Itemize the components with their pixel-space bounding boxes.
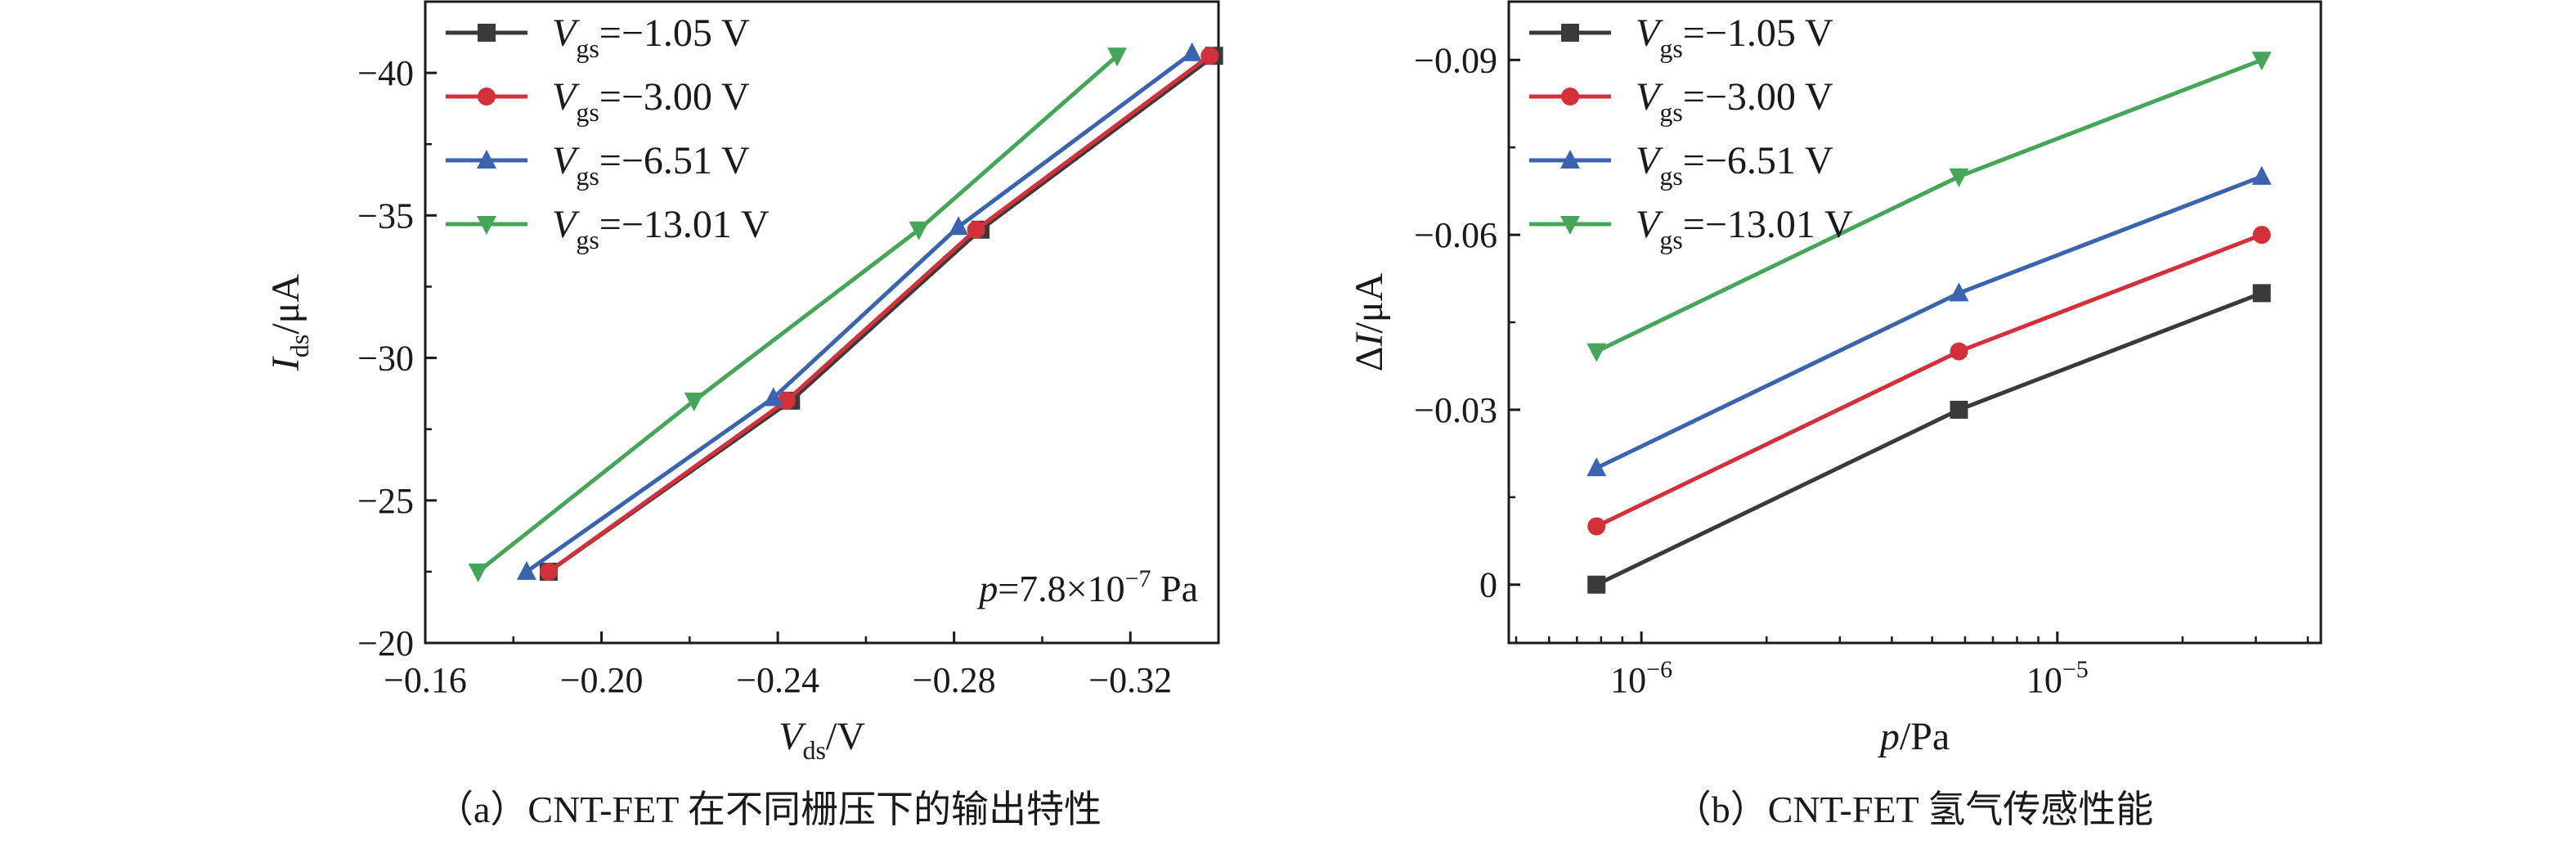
data-point	[516, 560, 536, 580]
x-axis-label: p/Pa	[1878, 715, 1950, 758]
y-tick-label: 0	[1479, 565, 1497, 605]
data-point	[949, 216, 969, 236]
series-line	[547, 54, 1211, 573]
y-tick-label: −0.09	[1414, 40, 1497, 80]
legend-marker	[478, 24, 496, 42]
legend-marker	[1561, 88, 1579, 106]
y-axis-label: ΔI/μA	[1348, 272, 1391, 371]
chart-panel-b: 0 −0.03 −0.06 −0.09 10−6 10−5 p/Pa ΔI/μA Vgs=−1.…	[1348, 0, 2322, 830]
legend-entry: Vgs=−3.00 V	[446, 75, 750, 127]
series-1	[1587, 226, 2271, 536]
data-point	[909, 221, 929, 240]
series-3	[468, 47, 1128, 582]
series-2	[1586, 165, 2272, 477]
data-point	[1950, 342, 1968, 361]
x-tick-label: −0.24	[736, 660, 819, 700]
series-2	[516, 42, 1202, 580]
x-tick-label: −0.20	[560, 660, 644, 700]
legend-label: Vgs=−1.05 V	[552, 11, 750, 63]
y-tick-label: −40	[357, 53, 414, 93]
data-point	[2252, 284, 2271, 303]
data-point	[967, 220, 985, 239]
data-point	[1587, 575, 1606, 594]
legend-marker	[1560, 150, 1580, 169]
y-tick-label: −0.06	[1414, 215, 1497, 255]
pressure-annotation: p=7.8×10−7 Pa	[976, 565, 1198, 609]
data-point	[1200, 47, 1219, 65]
series-1	[539, 47, 1219, 581]
data-point	[1182, 42, 1202, 61]
legend-entry: Vgs=−13.01 V	[1529, 203, 1853, 254]
legend-entry: Vgs=−1.05 V	[1529, 11, 1833, 63]
y-tick-label: −25	[357, 481, 414, 521]
data-point	[1587, 517, 1606, 536]
y-tick-label: −20	[357, 623, 414, 663]
data-point	[2251, 52, 2272, 71]
plot-frame	[1507, 0, 2322, 645]
legend-entry: Vgs=−13.01 V	[446, 203, 770, 254]
y-tick-label: −35	[357, 196, 414, 236]
legend-label: Vgs=−13.01 V	[552, 203, 770, 254]
x-tick-label: 10−6	[1610, 656, 1672, 700]
plot-frame	[424, 0, 1220, 645]
legend-label: Vgs=−6.51 V	[552, 139, 750, 191]
legend-entry: Vgs=−3.00 V	[1529, 75, 1833, 127]
data-point	[763, 387, 783, 407]
data-point	[2251, 165, 2272, 185]
legend-label: Vgs=−3.00 V	[552, 75, 750, 127]
series-line	[477, 54, 1119, 573]
y-tick-label: −0.03	[1414, 390, 1497, 430]
data-point	[684, 392, 704, 411]
legend-marker	[477, 216, 496, 235]
series-0	[1587, 284, 2271, 594]
x-tick-label: −0.28	[913, 660, 996, 700]
legend-entry: Vgs=−1.05 V	[446, 11, 750, 63]
data-point	[1950, 400, 1968, 419]
panel-caption: （b）CNT-FET 氢气传感性能	[1674, 789, 2154, 830]
data-point	[1949, 168, 1969, 187]
panel-caption: （a）CNT-FET 在不同栅压下的输出特性	[436, 789, 1102, 830]
y-axis-label: Ids/μA	[264, 274, 314, 372]
legend-label: Vgs=−13.01 V	[1636, 203, 1853, 254]
legend-label: Vgs=−3.00 V	[1636, 75, 1833, 127]
series-line	[525, 51, 1194, 573]
series-line	[1595, 291, 2263, 587]
legend-label: Vgs=−6.51 V	[1636, 139, 1833, 191]
legend-entry: Vgs=−6.51 V	[1529, 139, 1833, 191]
legend-label: Vgs=−1.05 V	[1636, 11, 1833, 63]
data-point	[1949, 282, 1969, 302]
legend-entry: Vgs=−6.51 V	[446, 139, 750, 191]
data-point	[1586, 457, 1607, 477]
data-point	[539, 562, 558, 581]
legend-marker	[1561, 24, 1579, 42]
x-tick-label: −0.16	[384, 660, 467, 700]
data-point	[2252, 226, 2271, 245]
legend-marker	[477, 150, 496, 169]
legend-marker	[478, 88, 496, 106]
x-axis-label: Vds/V	[779, 715, 865, 765]
series-3	[1586, 52, 2272, 362]
data-point	[468, 563, 488, 582]
y-tick-label: −30	[357, 339, 414, 379]
x-tick-label: −0.32	[1088, 660, 1172, 700]
data-point	[1586, 343, 1607, 362]
chart-panel-a: −20 −25 −30 −35 −40 −0.16 −0.20 −0.24 −0.28 −0.32…	[264, 0, 1223, 830]
legend-marker	[1560, 216, 1580, 235]
data-point	[1107, 47, 1128, 67]
series-line	[1595, 232, 2263, 528]
x-tick-label: 10−5	[2026, 656, 2089, 700]
